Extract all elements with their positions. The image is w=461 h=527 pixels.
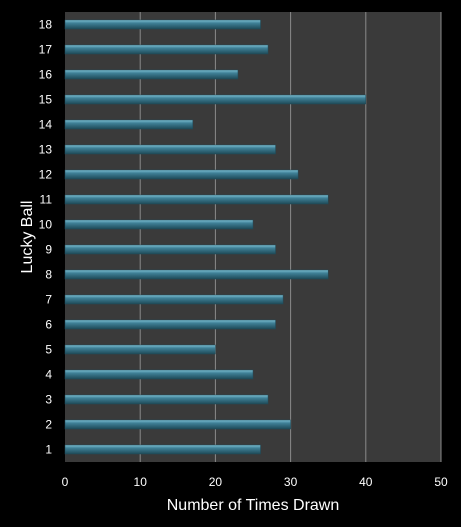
bar [64, 444, 261, 455]
y-tick-label: 5 [45, 343, 52, 357]
bar [64, 69, 239, 80]
bar [64, 294, 284, 305]
y-tick-label: 11 [40, 193, 53, 207]
x-tick-label: 30 [284, 475, 298, 489]
plot-area [65, 12, 441, 462]
bar [64, 94, 367, 105]
x-tick-label: 10 [134, 475, 148, 489]
y-tick-label: 4 [45, 368, 52, 382]
x-axis-title: Number of Times Drawn [167, 497, 340, 514]
bars [64, 19, 367, 455]
y-tick-label: 14 [39, 118, 53, 132]
y-tick-label: 12 [39, 168, 53, 182]
bar [64, 244, 276, 255]
bar [64, 344, 216, 355]
y-tick-label: 9 [45, 243, 52, 257]
y-tick-label: 1 [45, 443, 52, 457]
bar [64, 419, 291, 430]
y-tick-label: 17 [39, 43, 53, 57]
y-tick-label: 8 [45, 268, 52, 282]
bar [64, 19, 261, 30]
bar [64, 194, 329, 205]
y-tick-label: 2 [45, 418, 52, 432]
y-tick-label: 15 [39, 93, 53, 107]
x-tick-labels: 0 10 20 30 40 50 [62, 475, 448, 489]
bar [64, 219, 254, 230]
y-tick-label: 3 [45, 393, 52, 407]
y-axis-title: Lucky Ball [19, 201, 36, 274]
y-tick-label: 7 [45, 293, 52, 307]
y-tick-label: 16 [39, 68, 53, 82]
bar [64, 369, 254, 380]
bar [64, 44, 269, 55]
bar [64, 269, 329, 280]
bar [64, 119, 194, 130]
bar [64, 144, 276, 155]
y-tick-label: 13 [39, 143, 53, 157]
grid-lines [139, 12, 442, 462]
x-tick-label: 20 [209, 475, 223, 489]
x-tick-label: 40 [359, 475, 373, 489]
x-tick-label: 50 [434, 475, 448, 489]
y-tick-label: 18 [39, 18, 53, 32]
bar [64, 169, 299, 180]
bar [64, 319, 276, 330]
y-tick-label: 10 [39, 218, 53, 232]
bar [64, 394, 269, 405]
y-tick-label: 6 [45, 318, 52, 332]
x-tick-label: 0 [62, 475, 69, 489]
